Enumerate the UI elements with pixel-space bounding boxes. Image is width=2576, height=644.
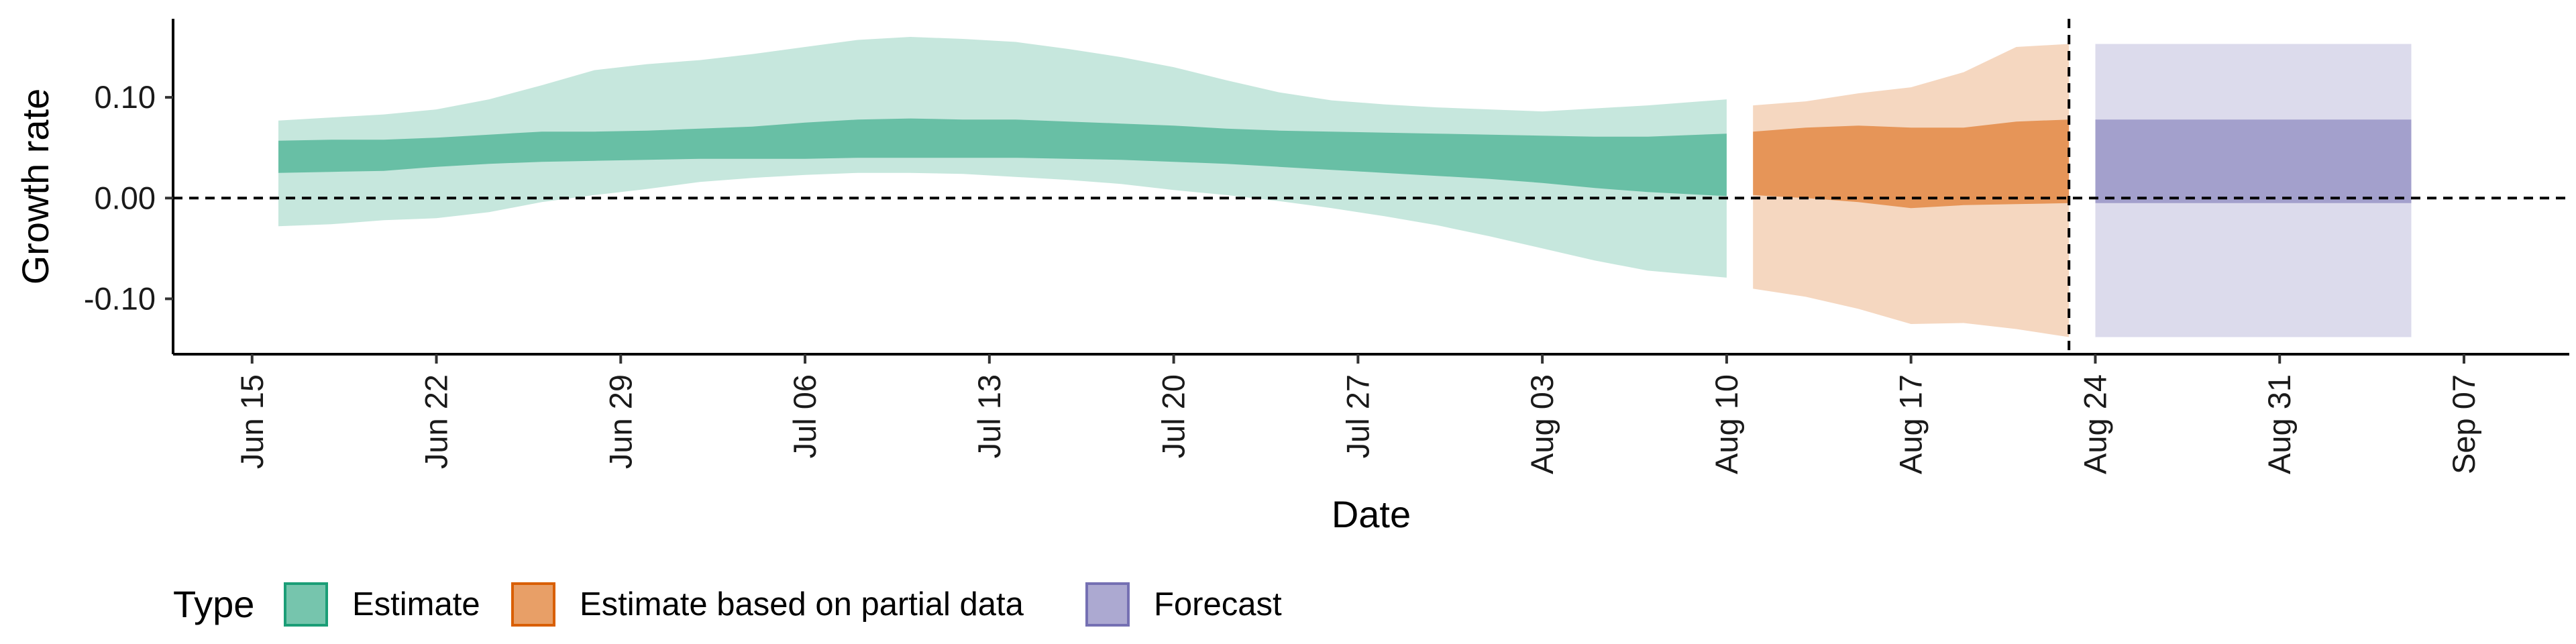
x-tick-label: Aug 03 bbox=[1524, 374, 1560, 474]
legend-swatch-estimate-based-on-partial-data bbox=[511, 582, 555, 627]
axis-ticks: -0.10 0.00 0.10 Jun 15 Jun 22 Jun 29 Jul 06 Jul… bbox=[84, 79, 2481, 474]
x-tick-label: Jun 29 bbox=[602, 374, 638, 469]
y-axis-title: Growth rate bbox=[14, 89, 56, 285]
legend: Type Estimate Estimate based on partial d… bbox=[173, 582, 1282, 627]
x-tick-label: Jul 06 bbox=[787, 374, 822, 458]
x-tick-label: Jul 13 bbox=[971, 374, 1007, 458]
x-tick-label: Aug 17 bbox=[1893, 374, 1929, 474]
legend-label-estimate-based-on-partial-data: Estimate based on partial data bbox=[580, 586, 1024, 623]
x-axis-title: Date bbox=[1332, 493, 1411, 535]
x-tick-label: Jun 22 bbox=[419, 374, 454, 469]
estimate-based-on-partial-data-inner-band bbox=[1753, 119, 2070, 209]
legend-label-forecast: Forecast bbox=[1154, 586, 1282, 623]
x-tick-label: Aug 31 bbox=[2261, 374, 2297, 474]
x-tick-label: Aug 24 bbox=[2078, 374, 2113, 474]
legend-swatch-estimate bbox=[284, 582, 328, 627]
x-tick-label: Jul 27 bbox=[1340, 374, 1375, 458]
reference-lines bbox=[173, 19, 2569, 354]
y-tick-label: 0.10 bbox=[95, 79, 156, 115]
forecast-inner-band bbox=[2095, 119, 2412, 203]
y-tick-label: 0.00 bbox=[95, 180, 156, 215]
x-tick-label: Jul 20 bbox=[1156, 374, 1191, 458]
legend-label-estimate: Estimate bbox=[352, 586, 480, 623]
legend-swatch-forecast bbox=[1085, 582, 1130, 627]
estimate-inner-band bbox=[278, 118, 1727, 197]
legend-title: Type bbox=[173, 583, 254, 625]
x-tick-label: Jun 15 bbox=[234, 374, 270, 469]
x-tick-label: Sep 07 bbox=[2446, 374, 2481, 474]
y-tick-label: -0.10 bbox=[84, 280, 156, 316]
x-tick-label: Aug 10 bbox=[1709, 374, 1744, 474]
series-bands bbox=[278, 37, 2412, 337]
